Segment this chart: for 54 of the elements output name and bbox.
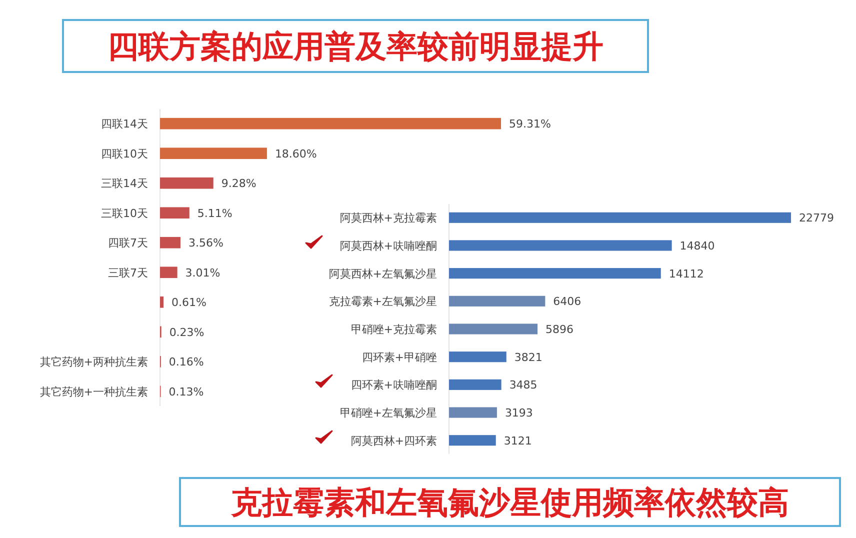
data-label: 59.31% [509,118,551,131]
y-tick-label: 其它药物+两种抗生素 [40,356,148,369]
text: 克拉霉素和左氧氟沙星使用频率依然较高 [230,485,789,521]
data-label: 0.16% [168,356,204,369]
y-tick-label: 四联10天 [101,147,148,160]
data-label: 0.13% [168,385,204,398]
data-label: 9.28% [221,177,256,190]
data-label: 3.01% [185,266,220,280]
data-label: 3821 [514,350,542,364]
bar [449,268,661,279]
data-label: 14112 [668,267,704,280]
y-tick-label: 阿莫西林+四环素 [350,434,437,448]
y-tick-label: 四联14天 [101,118,148,131]
bar [449,324,538,334]
bar [449,352,506,362]
data-label: 3.56% [188,236,224,250]
bar [160,236,180,248]
y-tick-label: 阿莫西林+左氧氟沙星 [328,267,437,280]
data-label: 3485 [509,378,538,392]
data-label: 3193 [504,406,533,420]
data-label: 18.60% [274,147,317,160]
bar [449,435,496,446]
data-label: 6406 [553,295,582,308]
data-label: 5.11% [197,206,232,220]
bar [449,240,672,251]
y-tick-label: 三联7天 [108,266,148,280]
y-tick-label: 甲硝唑+左氧氟沙星 [340,406,437,420]
bar [160,266,178,278]
data-label: 0.61% [172,296,206,310]
y-tick-label: 阿莫西林+克拉霉素 [340,212,437,225]
data-label: 14840 [680,239,715,252]
bar [449,296,546,306]
data-label: 3121 [504,434,532,448]
bar [160,296,164,308]
bar [160,118,501,130]
y-tick-label: 其它药物+一种抗生素 [40,385,148,398]
bar [160,207,190,219]
data-label: 5896 [546,323,574,336]
bar [449,212,791,223]
data-label: 22779 [799,212,834,225]
y-tick-label: 甲硝唑+克拉霉素 [350,323,437,336]
chart-title: 四联方案的应用普及率较前明显提升 [108,29,604,65]
y-tick-label: 克拉霉素+左氧氟沙星 [328,295,437,308]
y-tick-label: 阿莫西林+呋喃唑酮 [340,239,437,252]
y-tick-label: 三联10天 [101,206,148,220]
bar [449,407,497,418]
y-tick-label: 四环素+呋喃唑酮 [350,378,437,392]
y-tick-label: 四环素+甲硝唑 [362,350,437,364]
data-label: 0.23% [169,326,204,339]
bar [160,148,267,159]
bar [449,379,502,390]
y-tick-label: 三联14天 [101,177,148,190]
bar [160,177,214,189]
y-tick-label: 四联7天 [108,236,148,250]
